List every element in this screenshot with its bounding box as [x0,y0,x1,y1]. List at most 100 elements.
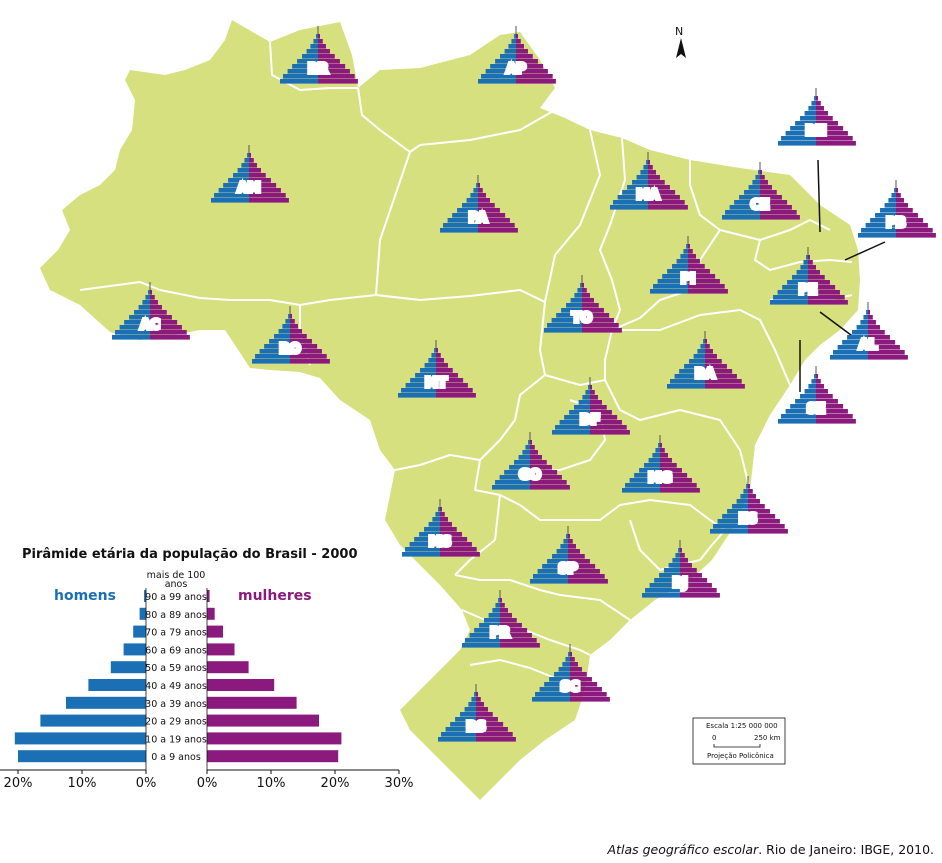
pyramid-bar-men [434,348,436,353]
pyramid-bar-men [457,208,478,213]
state-label: RR [308,62,328,77]
pyramid-bar-men [464,707,476,712]
pyramid-bar-women [150,335,190,340]
pyramid-bar-women [705,349,713,354]
legend-bar-men [139,607,146,620]
pyramid-bar-women [808,260,813,265]
legend-bar-men [123,643,146,656]
state-label: AC [140,318,160,333]
pyramid-bar-women [582,288,587,293]
pyramid-bar-men [639,468,660,473]
pyramid-bar-men [562,662,570,667]
pyramid-bar-women [868,310,870,315]
pyramid-bar-men [880,208,896,213]
pyramid-sp: SP [530,526,608,584]
pyramid-bar-men [495,59,516,64]
pyramid-mt: MT [398,340,476,398]
pyramid-bar-men [787,280,808,285]
pyramid-bar-men [539,687,570,692]
pyramid-bar-women [568,579,608,584]
pyramid-bar-women [318,34,320,39]
pyramid-bar-men [629,478,660,483]
pyramid-bar-men [758,170,760,175]
pyramid-bar-women [688,249,693,254]
pyramid-bar-women [530,450,538,455]
age-label: 80 a 89 anos [145,610,207,621]
pyramid-bar-women [568,559,590,564]
pyramid-bar-women [318,74,355,79]
pyramid-bar-women [760,200,788,205]
pyramid-bar-women [582,303,599,308]
legend-men-label: homens [54,588,116,604]
pyramid-bar-men [777,290,808,295]
state-label: AP [506,62,526,77]
pyramid-bar-men [500,54,516,59]
pyramid-bar-women [568,554,585,559]
pyramid-bar-women [648,175,660,180]
pyramid-bar-men [297,59,318,64]
pyramid-bar-men [288,314,290,319]
pyramid-bar-men [398,393,436,398]
pyramid-bar-men [752,180,760,185]
pyramid-ro: RO [252,306,330,364]
pyramid-bar-women [816,121,838,126]
pyramid-bar-women [516,49,528,54]
pyramid-bar-men [542,564,568,569]
pyramid-bar-women [896,193,901,198]
pyramid-bar-men [466,198,478,203]
pyramid-bar-women [440,537,468,542]
pyramid-bar-men [717,519,748,524]
pyramid-bar-women [816,136,853,141]
pyramid-bar-women [680,593,720,598]
pyramid-bar-men [693,354,705,359]
age-label: 50 a 59 anos [145,663,207,674]
pyramid-bar-women [660,488,700,493]
pyramid-ce: CE [722,162,800,220]
pyramid-bar-men [670,379,705,384]
source-citation: Atlas geográfico escolar. Rio de Janeiro… [608,842,934,857]
pyramid-bar-men [790,126,816,131]
pyramid-bar-women [816,404,844,409]
pyramid-bar-women [570,662,578,667]
state-label: MA [637,188,660,203]
pyramid-bar-women [582,318,614,323]
pyramid-bar-men [662,274,688,279]
pyramid-bar-women [816,131,848,136]
legend-bar-men [18,750,146,763]
pyramid-bar-women [150,315,172,320]
pyramid-bar-women [440,512,445,517]
pyramid-bar-men [683,249,688,254]
pyramid-bar-men [644,463,660,468]
pyramid-bar-women [680,553,685,558]
pyramid-bar-men [495,480,530,485]
pyramid-bar-women [688,269,710,274]
pyramid-bar-women [896,213,918,218]
pyramid-rj: RJ [642,540,720,598]
pyramid-se: SE [778,366,856,424]
pyramid-bar-men [522,450,530,455]
pyramid-bar-women [478,183,480,188]
pyramid-bar-men [580,283,582,288]
pyramid-bar-men [474,628,500,633]
pyramid-bar-men [492,485,530,490]
pyramid-bar-women [816,389,828,394]
age-label-top-2: anos [165,579,188,590]
pyramid-bar-men [504,470,530,475]
pyramid-bar-men [508,44,516,49]
pyramid-bar-women [318,64,346,69]
pyramid-bar-women [896,198,904,203]
pyramid-bar-men [282,324,290,329]
pyramid-bar-men [875,213,896,218]
pyramid-bar-men [646,160,648,165]
pyramid-bar-men [438,507,440,512]
pyramid-bar-men [727,509,748,514]
pyramid-bar-women [516,39,521,44]
pyramid-bar-women [816,96,818,101]
pyramid-bar-men [640,170,648,175]
pyramid-bar-women [436,393,476,398]
pyramid-bar-men [112,335,150,340]
pyramid-bar-men [148,290,150,295]
pyramid-bar-women [760,205,792,210]
pyramid-bar-women [868,320,876,325]
pyramid-bar-men [547,323,582,328]
